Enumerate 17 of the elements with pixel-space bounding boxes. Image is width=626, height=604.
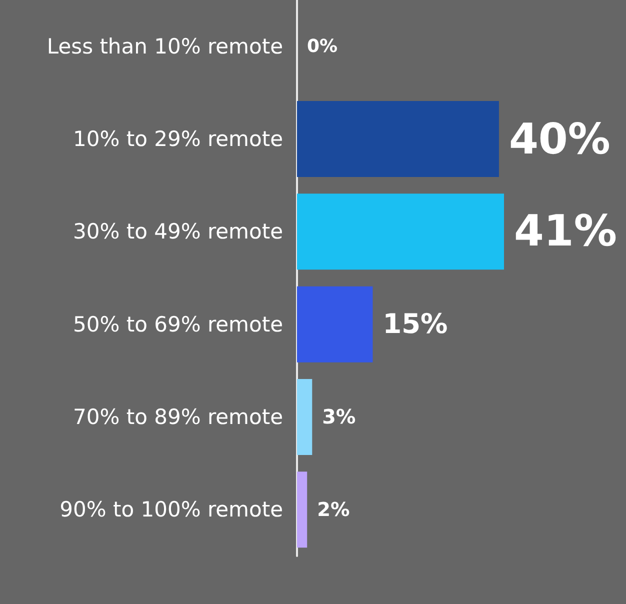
bar [297, 101, 499, 177]
bar [297, 379, 312, 455]
data-label: 15% [382, 308, 448, 340]
y-tick-label: 70% to 89% remote [72, 405, 283, 429]
y-tick-label: Less than 10% remote [46, 34, 283, 58]
data-label: 40% [508, 114, 610, 164]
y-tick-label: 90% to 100% remote [60, 498, 283, 522]
data-label: 41% [514, 206, 617, 257]
data-label: 0% [307, 36, 338, 57]
data-label: 3% [322, 406, 356, 428]
y-tick-label: 30% to 49% remote [72, 220, 283, 244]
bar [297, 194, 504, 270]
bar [297, 286, 373, 362]
bar [297, 472, 308, 548]
y-tick-label: 50% to 69% remote [72, 312, 283, 336]
data-label: 2% [317, 498, 350, 522]
y-tick-label: 10% to 29% remote [72, 127, 283, 151]
